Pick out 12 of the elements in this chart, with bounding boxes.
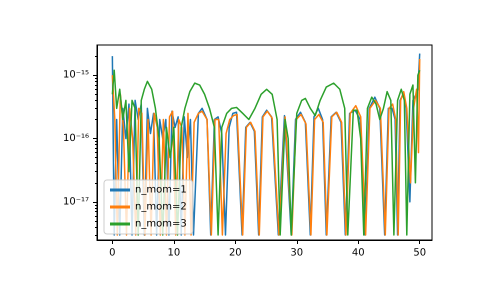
- legend-label: n_mom=2: [135, 202, 187, 212]
- y-tick-label: 10⁻¹⁵: [62, 70, 89, 81]
- legend-label: n_mom=1: [135, 184, 187, 196]
- x-tick-label: 0: [109, 248, 116, 258]
- x-tick-label: 40: [352, 248, 365, 258]
- x-tick-label: 20: [228, 248, 242, 258]
- x-tick-label: 30: [290, 248, 304, 258]
- x-tick-label: 10: [167, 248, 180, 258]
- legend-label: n_mom=3: [135, 218, 187, 230]
- y-tick-label: 10⁻¹⁶: [62, 133, 89, 144]
- x-tick-label: 50: [413, 248, 426, 258]
- y-tick-label: 10⁻¹⁷: [62, 196, 89, 208]
